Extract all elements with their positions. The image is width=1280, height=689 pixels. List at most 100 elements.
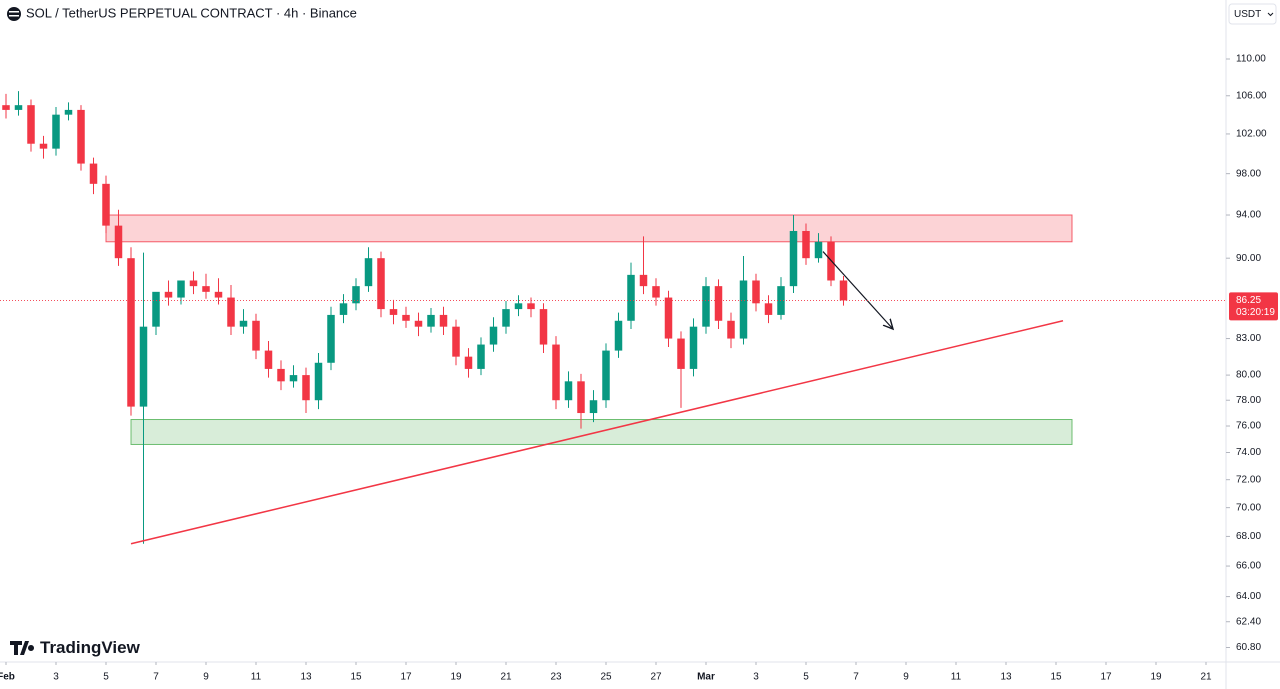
x-tick-label: 9 [903, 672, 909, 683]
x-tick-label: 5 [103, 672, 109, 683]
candle-body [652, 286, 660, 298]
x-tick-label: 11 [251, 672, 262, 683]
y-tick-label: 78.00 [1236, 395, 1261, 406]
y-tick-label: 66.00 [1236, 561, 1261, 572]
x-tick-label: Mar [697, 672, 715, 683]
candle-body [2, 105, 10, 110]
currency-select[interactable] [1228, 3, 1277, 25]
countdown-label: 03:20:19 [1236, 307, 1275, 318]
y-tick-label: 74.00 [1236, 447, 1261, 458]
candle-body [464, 356, 473, 369]
candle-body [264, 350, 273, 369]
symbol-icon-bar [9, 15, 19, 17]
candle-body [102, 183, 110, 226]
candle-body [839, 280, 848, 301]
candle-body [589, 400, 598, 414]
candle-body [664, 297, 673, 339]
y-tick-label: 76.00 [1236, 421, 1261, 432]
candle-body [689, 326, 698, 369]
x-tick-label: 7 [153, 672, 159, 683]
candle-body [602, 350, 610, 401]
candle-body [177, 280, 185, 298]
candle-body [214, 291, 223, 298]
price-zone [105, 214, 1073, 243]
candle-body [89, 163, 98, 184]
candle-body [714, 286, 723, 321]
candle-body [327, 314, 335, 363]
candle-body [702, 286, 710, 327]
x-tick-label: 19 [450, 672, 462, 683]
candle-body [14, 105, 23, 110]
candle-body [414, 320, 423, 327]
candle-body [277, 368, 285, 382]
y-tick-label: 60.80 [1236, 642, 1261, 653]
x-tick-label: 9 [203, 672, 209, 683]
candle-body [427, 314, 435, 327]
x-tick-label: 13 [300, 672, 312, 683]
brand-name: TradingView [40, 638, 141, 657]
candle-body [489, 326, 498, 345]
y-tick-label: 62.40 [1236, 616, 1261, 627]
candle-body [289, 375, 298, 382]
candle-body [39, 143, 48, 149]
x-tick-label: 3 [53, 672, 59, 683]
x-tick-label: 17 [400, 672, 412, 683]
x-tick-label: 3 [753, 672, 759, 683]
candle-body [239, 320, 248, 327]
candle-body [639, 274, 648, 287]
brand-logo [10, 641, 35, 655]
candle-body [814, 241, 823, 259]
x-tick-label: 13 [1000, 672, 1012, 683]
symbol-icon-bar [9, 11, 19, 13]
currency-label[interactable]: USDT [1234, 9, 1261, 20]
y-tick-label: 80.00 [1236, 370, 1261, 381]
x-tick-label: 27 [650, 672, 662, 683]
x-tick-label: Feb [0, 672, 15, 683]
price-zone [130, 419, 1073, 445]
candle-body [64, 109, 73, 115]
candle-body [727, 320, 735, 339]
candle-body [189, 280, 198, 287]
y-tick-label: 64.00 [1236, 591, 1261, 602]
candle-body [564, 381, 573, 401]
x-tick-label: 23 [550, 672, 562, 683]
candle-body [577, 381, 585, 414]
candle-body [127, 258, 135, 407]
last-price-label: 86.25 [1236, 295, 1261, 306]
candle-body [789, 230, 798, 287]
x-tick-label: 21 [500, 672, 512, 683]
candle-body [164, 291, 173, 298]
candle-body [389, 309, 398, 315]
x-tick-label: 21 [1200, 672, 1212, 683]
y-tick-label: 83.00 [1236, 333, 1261, 344]
projection-arrow [822, 251, 893, 329]
candle-body [614, 320, 623, 351]
chart-title: SOL / TetherUS PERPETUAL CONTRACT · 4h ·… [26, 5, 357, 20]
candle-body [364, 258, 373, 287]
candle-body [339, 303, 348, 315]
candle-body [627, 274, 635, 321]
x-tick-label: 7 [853, 672, 859, 683]
y-tick-label: 102.00 [1236, 129, 1267, 140]
dropdown-caret [1267, 12, 1274, 17]
x-tick-label: 17 [1100, 672, 1112, 683]
candle-body [227, 297, 235, 327]
candle-body [152, 291, 160, 327]
candle-body [514, 303, 523, 310]
candle-body [27, 105, 35, 144]
x-tick-label: 11 [951, 672, 962, 683]
candle-body [402, 314, 410, 321]
candle-body [552, 344, 560, 401]
y-tick-label: 90.00 [1236, 253, 1261, 264]
candle-body [352, 286, 360, 304]
x-tick-label: 19 [1150, 672, 1162, 683]
candle-body [477, 344, 485, 369]
candle-body [377, 258, 385, 310]
x-tick-label: 25 [600, 672, 612, 683]
candle-body [252, 320, 260, 351]
candle-body [527, 303, 535, 310]
candle-body [77, 109, 85, 164]
candle-body [452, 326, 460, 357]
